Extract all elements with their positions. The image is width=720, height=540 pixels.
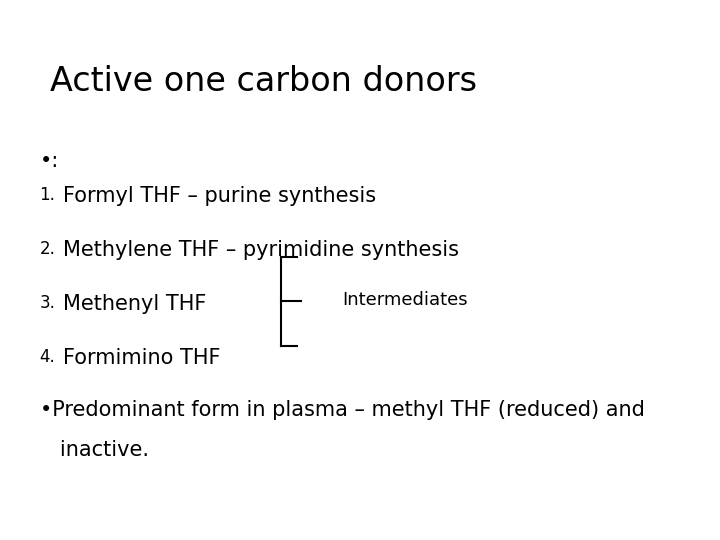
Text: Intermediates: Intermediates — [342, 291, 467, 309]
Text: 4.: 4. — [40, 348, 55, 366]
Text: •Predominant form in plasma – methyl THF (reduced) and: •Predominant form in plasma – methyl THF… — [40, 400, 644, 420]
Text: •:: •: — [40, 151, 59, 171]
Text: Methylene THF – pyrimidine synthesis: Methylene THF – pyrimidine synthesis — [63, 240, 459, 260]
Text: 3.: 3. — [40, 294, 55, 312]
Text: inactive.: inactive. — [40, 440, 148, 460]
Text: Methenyl THF: Methenyl THF — [63, 294, 207, 314]
Text: Active one carbon donors: Active one carbon donors — [50, 65, 477, 98]
Text: Formimino THF: Formimino THF — [63, 348, 221, 368]
Text: 1.: 1. — [40, 186, 55, 204]
Text: 2.: 2. — [40, 240, 55, 258]
Text: Formyl THF – purine synthesis: Formyl THF – purine synthesis — [63, 186, 377, 206]
